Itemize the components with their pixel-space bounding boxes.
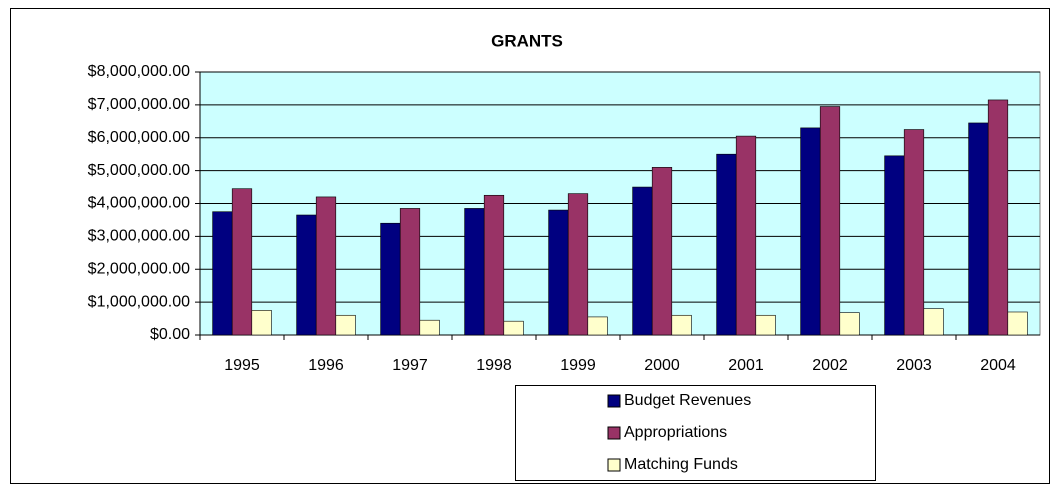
bar bbox=[315, 196, 337, 336]
legend-swatch bbox=[607, 458, 621, 472]
y-tick-label: $2,000,000.00 bbox=[88, 260, 190, 277]
bar bbox=[335, 314, 356, 336]
x-tick-label: 2001 bbox=[728, 357, 764, 374]
bar bbox=[819, 106, 841, 336]
bar bbox=[755, 314, 776, 336]
y-tick-label: $5,000,000.00 bbox=[88, 162, 190, 179]
bar bbox=[671, 314, 692, 336]
legend-box bbox=[515, 385, 876, 481]
bar bbox=[987, 99, 1009, 336]
bar bbox=[231, 188, 253, 336]
x-tick-label: 1999 bbox=[560, 357, 596, 374]
bar bbox=[903, 129, 925, 336]
bar bbox=[716, 153, 737, 336]
legend-swatch bbox=[607, 426, 621, 440]
bar bbox=[968, 122, 989, 336]
bar bbox=[651, 167, 673, 336]
bar bbox=[464, 208, 485, 336]
y-tick-label: $8,000,000.00 bbox=[88, 63, 190, 80]
x-tick-label: 2004 bbox=[980, 357, 1016, 374]
bar bbox=[735, 135, 757, 336]
x-tick-label: 1997 bbox=[392, 357, 428, 374]
bar bbox=[419, 319, 440, 336]
y-tick-label: $6,000,000.00 bbox=[88, 129, 190, 146]
x-tick-label: 1998 bbox=[476, 357, 512, 374]
bar bbox=[632, 186, 653, 336]
x-tick-label: 2000 bbox=[644, 357, 680, 374]
bar bbox=[839, 312, 860, 336]
bar bbox=[567, 193, 589, 336]
x-tick-label: 2003 bbox=[896, 357, 932, 374]
y-tick-label: $1,000,000.00 bbox=[88, 293, 190, 310]
legend-label: Budget Revenues bbox=[624, 392, 751, 409]
bar bbox=[251, 310, 272, 336]
chart-title: GRANTS bbox=[491, 31, 563, 50]
bar bbox=[296, 214, 317, 336]
legend-label: Appropriations bbox=[624, 424, 727, 441]
y-tick-label: $7,000,000.00 bbox=[88, 96, 190, 113]
x-tick-label: 2002 bbox=[812, 357, 848, 374]
bar bbox=[212, 211, 233, 336]
y-tick-label: $4,000,000.00 bbox=[88, 195, 190, 212]
bar bbox=[483, 194, 505, 336]
legend-label: Matching Funds bbox=[624, 456, 738, 473]
y-tick-label: $3,000,000.00 bbox=[88, 228, 190, 245]
bar bbox=[800, 127, 821, 336]
bar bbox=[1007, 311, 1028, 336]
x-tick-label: 1996 bbox=[308, 357, 344, 374]
legend-swatch bbox=[607, 394, 621, 408]
bar bbox=[587, 316, 608, 336]
bar bbox=[884, 155, 905, 336]
bar bbox=[548, 209, 569, 336]
x-tick-label: 1995 bbox=[224, 357, 260, 374]
bar bbox=[923, 308, 944, 336]
bar bbox=[380, 222, 401, 336]
y-tick-label: $0.00 bbox=[150, 326, 190, 343]
bar bbox=[399, 208, 421, 336]
bar bbox=[503, 320, 524, 336]
